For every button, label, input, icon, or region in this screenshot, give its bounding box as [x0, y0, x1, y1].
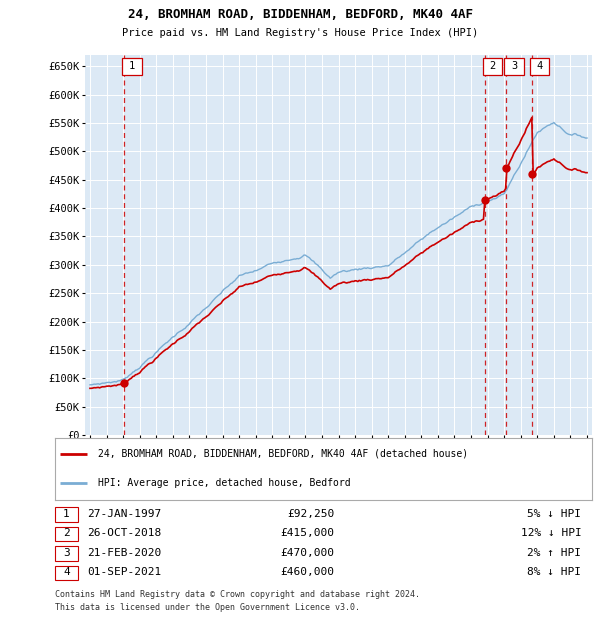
Text: 01-SEP-2021: 01-SEP-2021	[87, 567, 161, 577]
Text: 24, BROMHAM ROAD, BIDDENHAM, BEDFORD, MK40 4AF (detached house): 24, BROMHAM ROAD, BIDDENHAM, BEDFORD, MK…	[98, 448, 468, 459]
Text: This data is licensed under the Open Government Licence v3.0.: This data is licensed under the Open Gov…	[55, 603, 360, 612]
Text: 2% ↑ HPI: 2% ↑ HPI	[527, 547, 581, 558]
Text: 8% ↓ HPI: 8% ↓ HPI	[527, 567, 581, 577]
Text: 1: 1	[129, 61, 135, 71]
Text: £415,000: £415,000	[280, 528, 334, 538]
Text: 21-FEB-2020: 21-FEB-2020	[87, 547, 161, 558]
Text: 4: 4	[63, 567, 70, 577]
Text: Price paid vs. HM Land Registry's House Price Index (HPI): Price paid vs. HM Land Registry's House …	[122, 28, 478, 38]
Text: 2: 2	[489, 61, 496, 71]
Text: 3: 3	[511, 61, 517, 71]
Text: £460,000: £460,000	[280, 567, 334, 577]
Text: £92,250: £92,250	[287, 509, 334, 519]
Text: 5% ↓ HPI: 5% ↓ HPI	[527, 509, 581, 519]
Text: 2: 2	[63, 528, 70, 538]
Text: £470,000: £470,000	[280, 547, 334, 558]
Text: 24, BROMHAM ROAD, BIDDENHAM, BEDFORD, MK40 4AF: 24, BROMHAM ROAD, BIDDENHAM, BEDFORD, MK…	[128, 8, 473, 21]
Text: HPI: Average price, detached house, Bedford: HPI: Average price, detached house, Bedf…	[98, 477, 350, 488]
Text: 26-OCT-2018: 26-OCT-2018	[87, 528, 161, 538]
Text: Contains HM Land Registry data © Crown copyright and database right 2024.: Contains HM Land Registry data © Crown c…	[55, 590, 420, 599]
Text: 12% ↓ HPI: 12% ↓ HPI	[521, 528, 581, 538]
Text: 1: 1	[63, 509, 70, 519]
Text: 4: 4	[536, 61, 542, 71]
Text: 27-JAN-1997: 27-JAN-1997	[87, 509, 161, 519]
Text: 3: 3	[63, 547, 70, 558]
